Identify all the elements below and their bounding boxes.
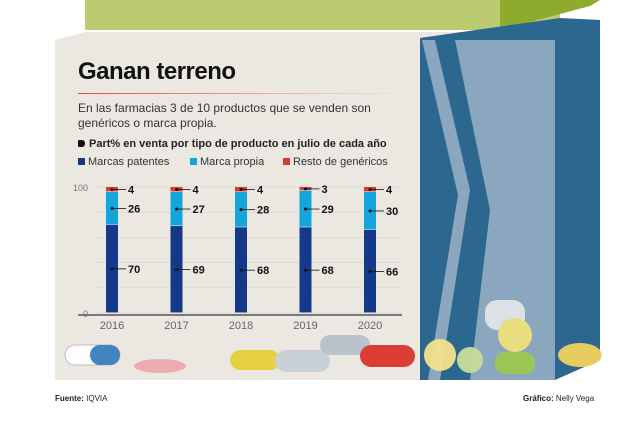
subtitle: En las farmacias 3 de 10 productos que s… <box>78 101 371 130</box>
legend-swatch <box>190 158 197 165</box>
data-label: 28 <box>257 205 269 217</box>
x-tick-label: 2020 <box>358 320 382 332</box>
x-tick-label: 2019 <box>293 320 317 332</box>
credit-label: Gráfico: <box>523 394 554 403</box>
data-label: 29 <box>322 204 334 216</box>
data-label: 68 <box>257 265 269 277</box>
data-label: 26 <box>128 203 140 215</box>
data-label: 3 <box>322 184 328 196</box>
x-tick-label: 2018 <box>229 320 253 332</box>
legend-swatch <box>78 158 85 165</box>
legend-item: Marca propia <box>190 156 264 168</box>
y-tick-label: 0 <box>83 309 88 319</box>
credit: Gráfico: Nelly Vega <box>523 394 594 403</box>
source-value: IQVIA <box>86 394 108 403</box>
x-tick-label: 2017 <box>164 320 188 332</box>
legend-swatch <box>283 158 290 165</box>
chart-subtitle: Part% en venta por tipo de producto en j… <box>78 138 387 150</box>
credit-value: Nelly Vega <box>555 394 595 403</box>
legend-item: Marcas patentes <box>78 156 169 168</box>
data-label: 68 <box>322 265 334 277</box>
data-label: 69 <box>193 265 205 277</box>
data-label: 70 <box>128 264 140 276</box>
legend-label: Marcas patentes <box>88 156 170 168</box>
data-label: 4 <box>386 185 393 197</box>
data-label: 4 <box>128 185 135 197</box>
legend-label: Resto de genéricos <box>293 156 388 168</box>
legend-item: Resto de genéricos <box>283 156 388 168</box>
data-label: 4 <box>257 185 264 197</box>
y-tick-label: 100 <box>73 183 88 193</box>
source-label: Fuente: <box>55 394 84 403</box>
data-label: 27 <box>193 204 205 216</box>
x-tick-label: 2016 <box>100 320 124 332</box>
pill-decoration <box>64 300 602 374</box>
source: Fuente: IQVIA <box>55 394 107 403</box>
data-label: 4 <box>193 185 200 197</box>
chart-title: Ganan terreno <box>78 58 236 85</box>
legend-label: Marca propia <box>200 156 265 168</box>
data-label: 66 <box>386 266 398 278</box>
data-label: 30 <box>386 206 398 218</box>
title-underline <box>78 93 408 94</box>
